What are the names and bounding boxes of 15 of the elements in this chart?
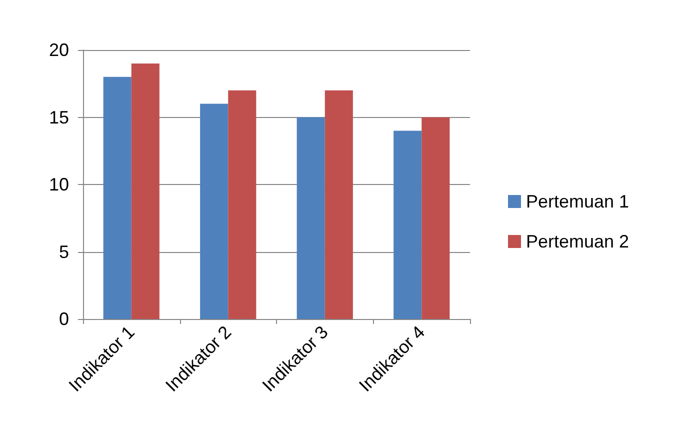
legend-label: Pertemuan 1 <box>526 192 630 212</box>
y-tick-label: 15 <box>48 107 69 128</box>
bar <box>296 117 325 319</box>
bar <box>324 90 353 319</box>
y-tick-label: 10 <box>48 174 69 194</box>
bar <box>422 117 450 319</box>
bar <box>131 63 160 319</box>
y-tick-label: 5 <box>58 242 69 262</box>
bar <box>200 104 228 319</box>
bar <box>103 76 132 319</box>
legend-label: Pertemuan 2 <box>526 232 630 252</box>
bar <box>228 90 256 319</box>
y-tick-label: 20 <box>48 40 69 60</box>
bar <box>394 130 422 319</box>
y-tick-label: 0 <box>58 309 69 329</box>
